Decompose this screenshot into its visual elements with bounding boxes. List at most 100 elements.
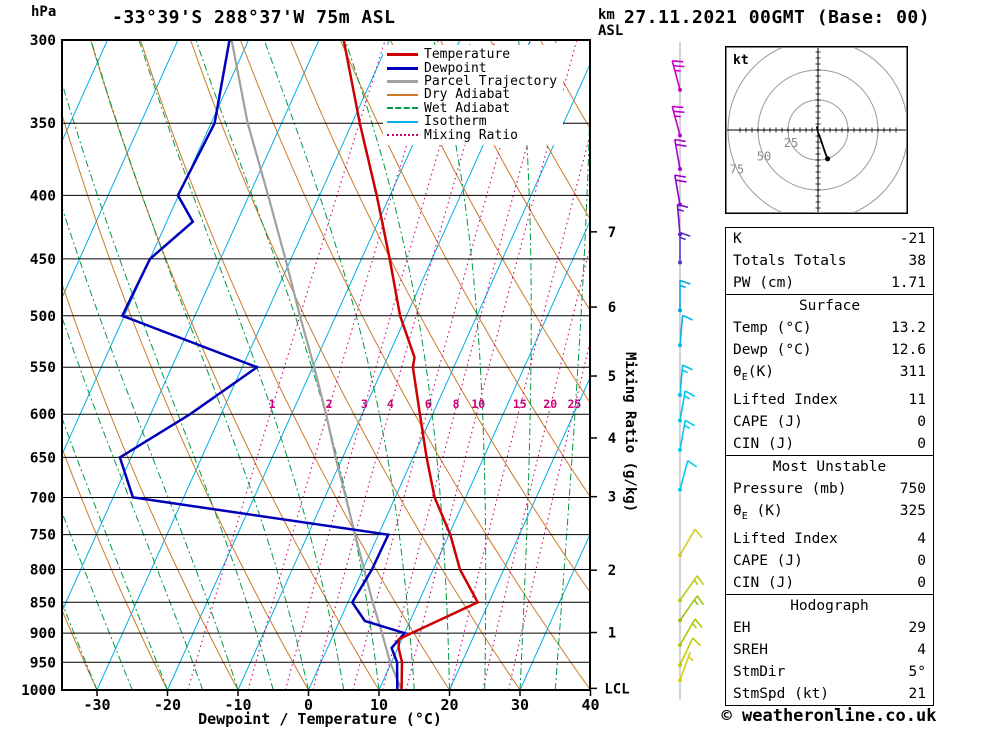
mixing-ratio-axis-label: Mixing Ratio (g/kg) — [622, 352, 638, 512]
svg-text:6: 6 — [608, 300, 616, 316]
stat-value: 13.2 — [891, 320, 926, 336]
stat-row: Pressure (mb) 750 — [726, 478, 933, 500]
svg-text:500: 500 — [30, 309, 56, 325]
svg-text:750: 750 — [30, 528, 56, 544]
svg-text:5: 5 — [608, 369, 616, 385]
svg-text:20: 20 — [543, 397, 557, 411]
svg-text:3: 3 — [608, 490, 616, 506]
stat-row: CIN (J) 0 — [726, 433, 933, 455]
svg-text:350: 350 — [30, 116, 56, 132]
legend-item-temperature: Temperature — [387, 48, 557, 61]
svg-text:1: 1 — [608, 626, 616, 642]
asl-axis-unit: ASL — [598, 23, 623, 39]
pressure-axis-unit: hPa — [31, 4, 57, 20]
stat-label: SREH — [733, 641, 768, 658]
stat-row: Lifted Index 11 — [726, 389, 933, 411]
stat-label: CAPE (J) — [733, 413, 803, 430]
legend-line-sample — [387, 79, 418, 83]
stat-value: 325 — [899, 502, 926, 519]
pressure-axis-labels: 300 350 400 450 500 550 600 650 700 750 800 850 900 9… — [21, 33, 56, 699]
svg-text:2: 2 — [326, 397, 333, 411]
svg-text:1000: 1000 — [21, 683, 56, 699]
stat-label: K — [733, 231, 742, 247]
svg-text:3: 3 — [361, 397, 368, 411]
stat-value: 0 — [917, 574, 926, 591]
lcl-label: LCL — [604, 681, 629, 697]
panel-section-header: Surface — [798, 298, 861, 314]
stat-label: Dewp (°C) — [733, 342, 812, 358]
stat-value: 21 — [908, 685, 926, 702]
svg-text:25: 25 — [784, 136, 798, 150]
legend-line-sample — [387, 66, 418, 70]
stat-label: CAPE (J) — [733, 552, 803, 569]
x-axis-label: Dewpoint / Temperature (°C) — [198, 710, 442, 728]
hodograph-unit: kt — [733, 53, 749, 68]
legend-line-sample — [387, 53, 418, 57]
svg-text:4: 4 — [387, 397, 394, 411]
svg-text:8: 8 — [453, 397, 460, 411]
svg-text:300: 300 — [30, 33, 56, 49]
legend-label: Mixing Ratio — [424, 127, 518, 143]
datetime-title: 27.11.2021 00GMT (Base: 00) — [624, 7, 931, 28]
stat-row: PW (cm) 1.71 — [726, 272, 933, 294]
svg-text:600: 600 — [30, 407, 56, 423]
stat-row: SREH 4 — [726, 639, 933, 661]
wind-barb-column — [671, 42, 705, 700]
svg-text:650: 650 — [30, 450, 56, 466]
panel-section-header: Hodograph — [790, 597, 869, 614]
mixing-ratio-labels: 1 2 3 4 6 8 10 15 20 25 — [269, 397, 582, 411]
legend-label: Wet Adiabat — [424, 100, 511, 116]
dewpoint-curve — [118, 40, 407, 690]
svg-text:-10: -10 — [224, 696, 251, 714]
stat-value: 11 — [908, 391, 926, 408]
stat-value: 0 — [917, 413, 926, 430]
stat-label: Lifted Index — [733, 391, 838, 408]
svg-text:15: 15 — [513, 397, 527, 411]
legend-label: Temperature — [424, 47, 511, 63]
station-title: -33°39'S 288°37'W 75m ASL — [112, 7, 396, 28]
legend-item-parcel-trajectory: Parcel Trajectory — [387, 75, 557, 88]
stat-row: θE (K) 325 — [726, 500, 933, 528]
stat-value: 29 — [908, 619, 926, 636]
stat-label: Pressure (mb) — [733, 480, 847, 497]
stat-label: PW (cm) — [733, 275, 795, 291]
panel-section-header: Most Unstable — [772, 458, 887, 475]
stat-label: CIN (J) — [733, 574, 795, 591]
stat-row: Temp (°C) 13.2 — [726, 317, 933, 339]
panel-section-indices: K -21 Totals Totals 38 PW (cm) 1.71 — [725, 227, 934, 295]
stat-value: 0 — [917, 552, 926, 569]
stat-row: StmSpd (kt) 21 — [726, 683, 933, 705]
svg-text:-30: -30 — [83, 696, 110, 714]
stat-label: StmDir — [733, 663, 786, 680]
svg-text:0: 0 — [304, 696, 313, 714]
stat-value: -21 — [899, 231, 926, 247]
legend-item-dry-adiabat: Dry Adiabat — [387, 88, 557, 101]
stat-row: EH 29 — [726, 617, 933, 639]
svg-text:25: 25 — [567, 397, 581, 411]
stat-label: Lifted Index — [733, 530, 838, 547]
hodograph: 25 50 75 kt — [725, 46, 908, 214]
svg-text:50: 50 — [757, 149, 771, 163]
svg-text:75: 75 — [730, 163, 744, 177]
panel-section-most-unstable: Most Unstable Pressure (mb) 750 θE (K) 325 Li… — [725, 454, 934, 595]
legend-label: Dewpoint — [424, 60, 487, 76]
temp-axis: -30 -20 -10 0 10 20 30 40 Dewpoint / Temperature… — [83, 690, 600, 728]
svg-text:30: 30 — [511, 696, 529, 714]
svg-text:6: 6 — [425, 397, 432, 411]
legend-item-dewpoint: Dewpoint — [387, 60, 557, 76]
svg-text:450: 450 — [30, 252, 56, 268]
svg-text:1: 1 — [269, 397, 276, 411]
stat-value: 4 — [917, 530, 926, 547]
stat-row: StmDir 5° — [726, 661, 933, 683]
stat-label: CIN (J) — [733, 435, 795, 452]
stat-row: K -21 — [726, 228, 933, 250]
stat-value: 38 — [908, 253, 926, 269]
legend-line-sample — [387, 134, 418, 137]
hodograph-trace — [815, 126, 829, 160]
svg-text:20: 20 — [440, 696, 458, 714]
stat-value: 12.6 — [891, 342, 926, 358]
legend-line-sample — [387, 93, 418, 96]
temperature-curve — [342, 40, 480, 690]
